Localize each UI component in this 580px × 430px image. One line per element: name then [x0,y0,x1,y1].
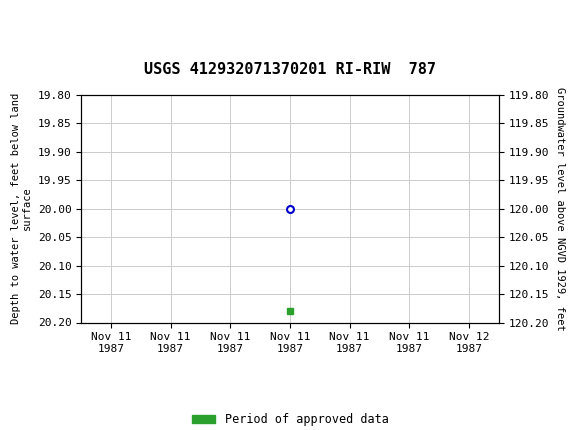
Y-axis label: Groundwater level above NGVD 1929, feet: Groundwater level above NGVD 1929, feet [554,87,564,330]
Text: USGS 412932071370201 RI-RIW  787: USGS 412932071370201 RI-RIW 787 [144,62,436,77]
Legend: Period of approved data: Period of approved data [187,408,393,430]
Y-axis label: Depth to water level, feet below land
surface: Depth to water level, feet below land su… [10,93,32,324]
Text: ≡USGS: ≡USGS [9,11,63,29]
